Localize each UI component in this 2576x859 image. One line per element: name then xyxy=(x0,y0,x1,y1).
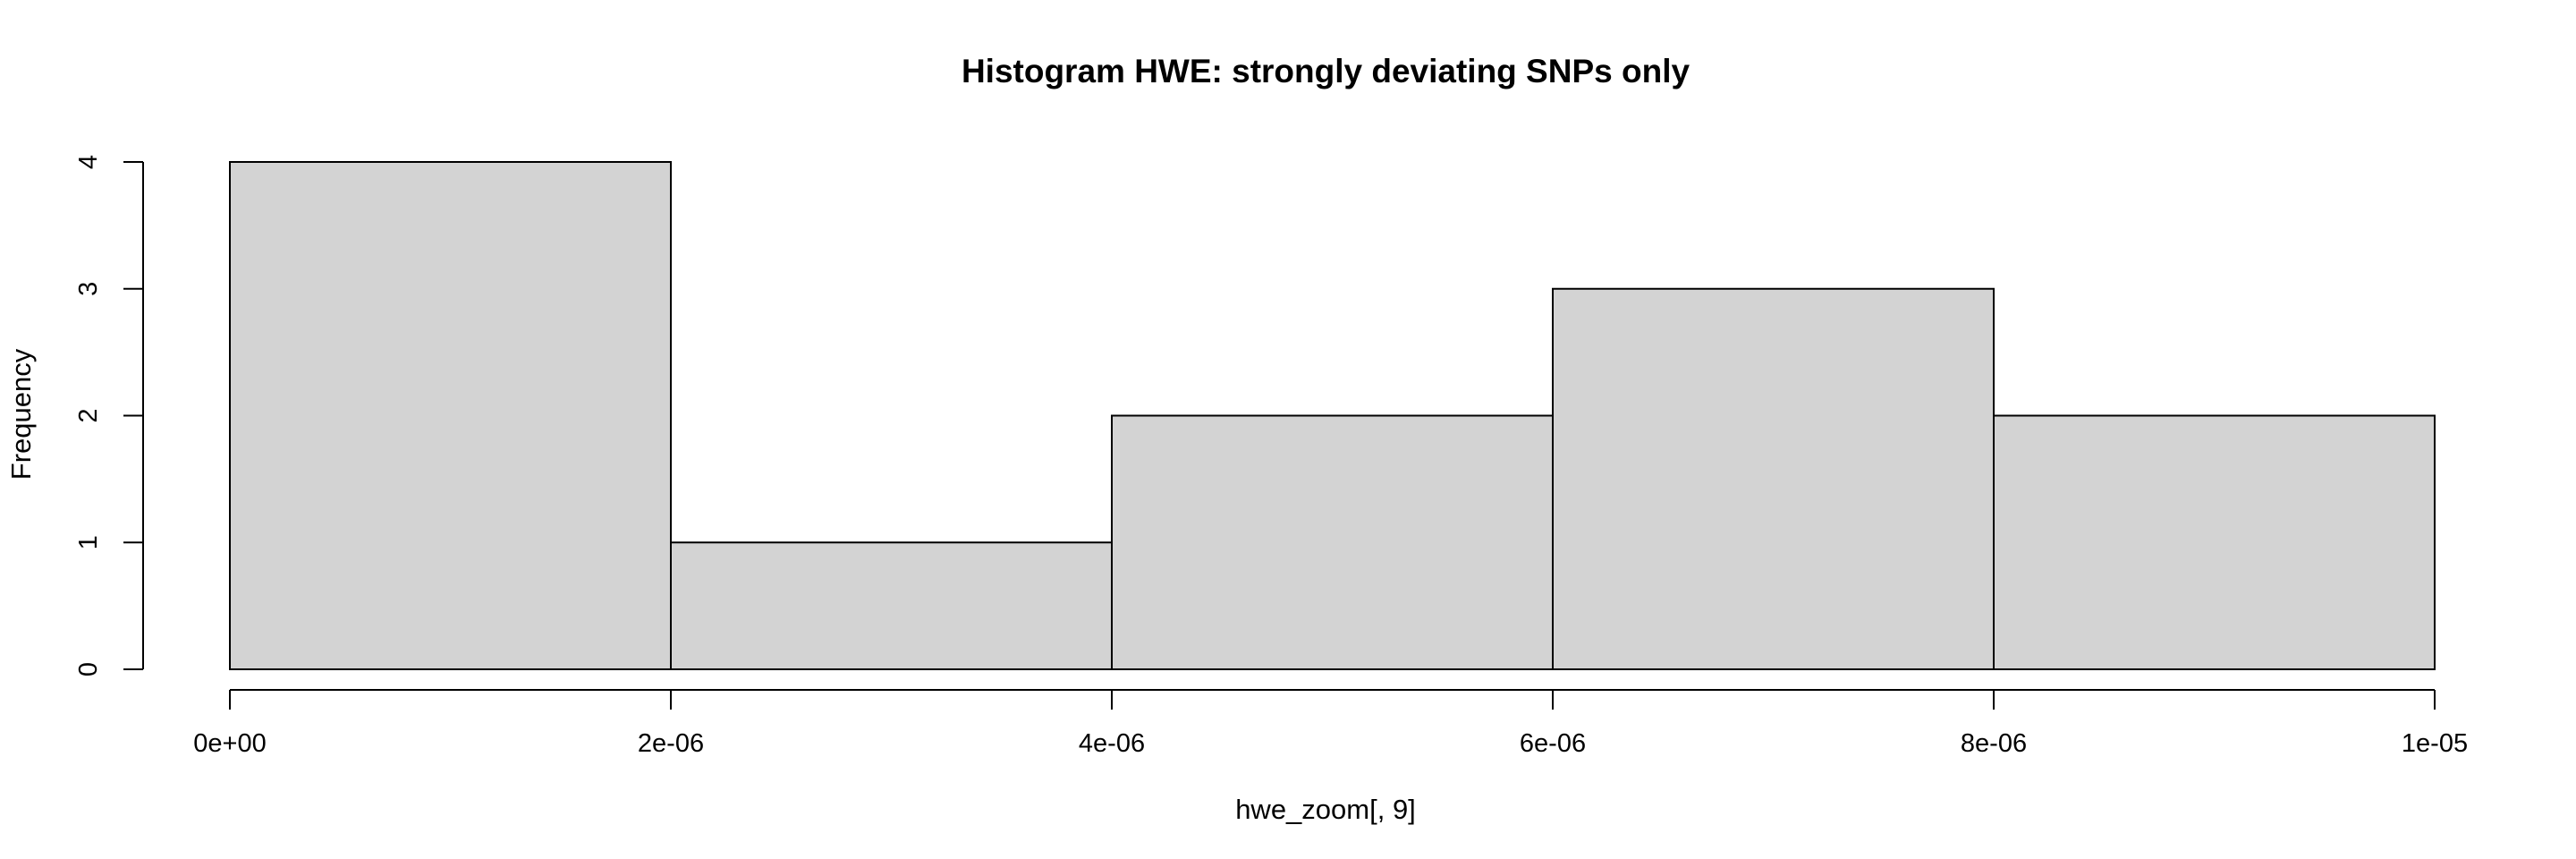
histogram-bar-5 xyxy=(1993,414,2436,670)
x-axis: 0e+00 2e-06 4e-06 6e-06 8e-06 1e-05 xyxy=(193,689,2468,758)
x-tick-label: 0e+00 xyxy=(193,729,266,758)
x-tick-label: 1e-05 xyxy=(2402,729,2468,758)
y-axis: 0 1 2 3 4 xyxy=(74,155,144,676)
y-axis-label: Frequency xyxy=(5,348,37,480)
y-tick-label: 1 xyxy=(74,535,103,549)
y-tick-label: 2 xyxy=(74,408,103,422)
y-tick-label: 3 xyxy=(74,282,103,296)
x-tick-label: 8e-06 xyxy=(1961,729,2027,758)
histogram-bar-4 xyxy=(1552,287,1995,670)
x-tick-label: 4e-06 xyxy=(1079,729,1145,758)
y-tick-label: 0 xyxy=(74,662,103,676)
y-tick-label: 4 xyxy=(74,155,103,169)
histogram-bar-2 xyxy=(670,541,1113,670)
x-tick-label: 2e-06 xyxy=(638,729,704,758)
x-axis-label: hwe_zoom[, 9] xyxy=(1235,794,1416,825)
chart-title: Histogram HWE: strongly deviating SNPs o… xyxy=(962,53,1690,89)
histogram-bar-1 xyxy=(229,161,672,670)
x-tick-label: 6e-06 xyxy=(1520,729,1586,758)
bars-group xyxy=(229,161,2436,670)
histogram-bar-3 xyxy=(1111,414,1554,670)
